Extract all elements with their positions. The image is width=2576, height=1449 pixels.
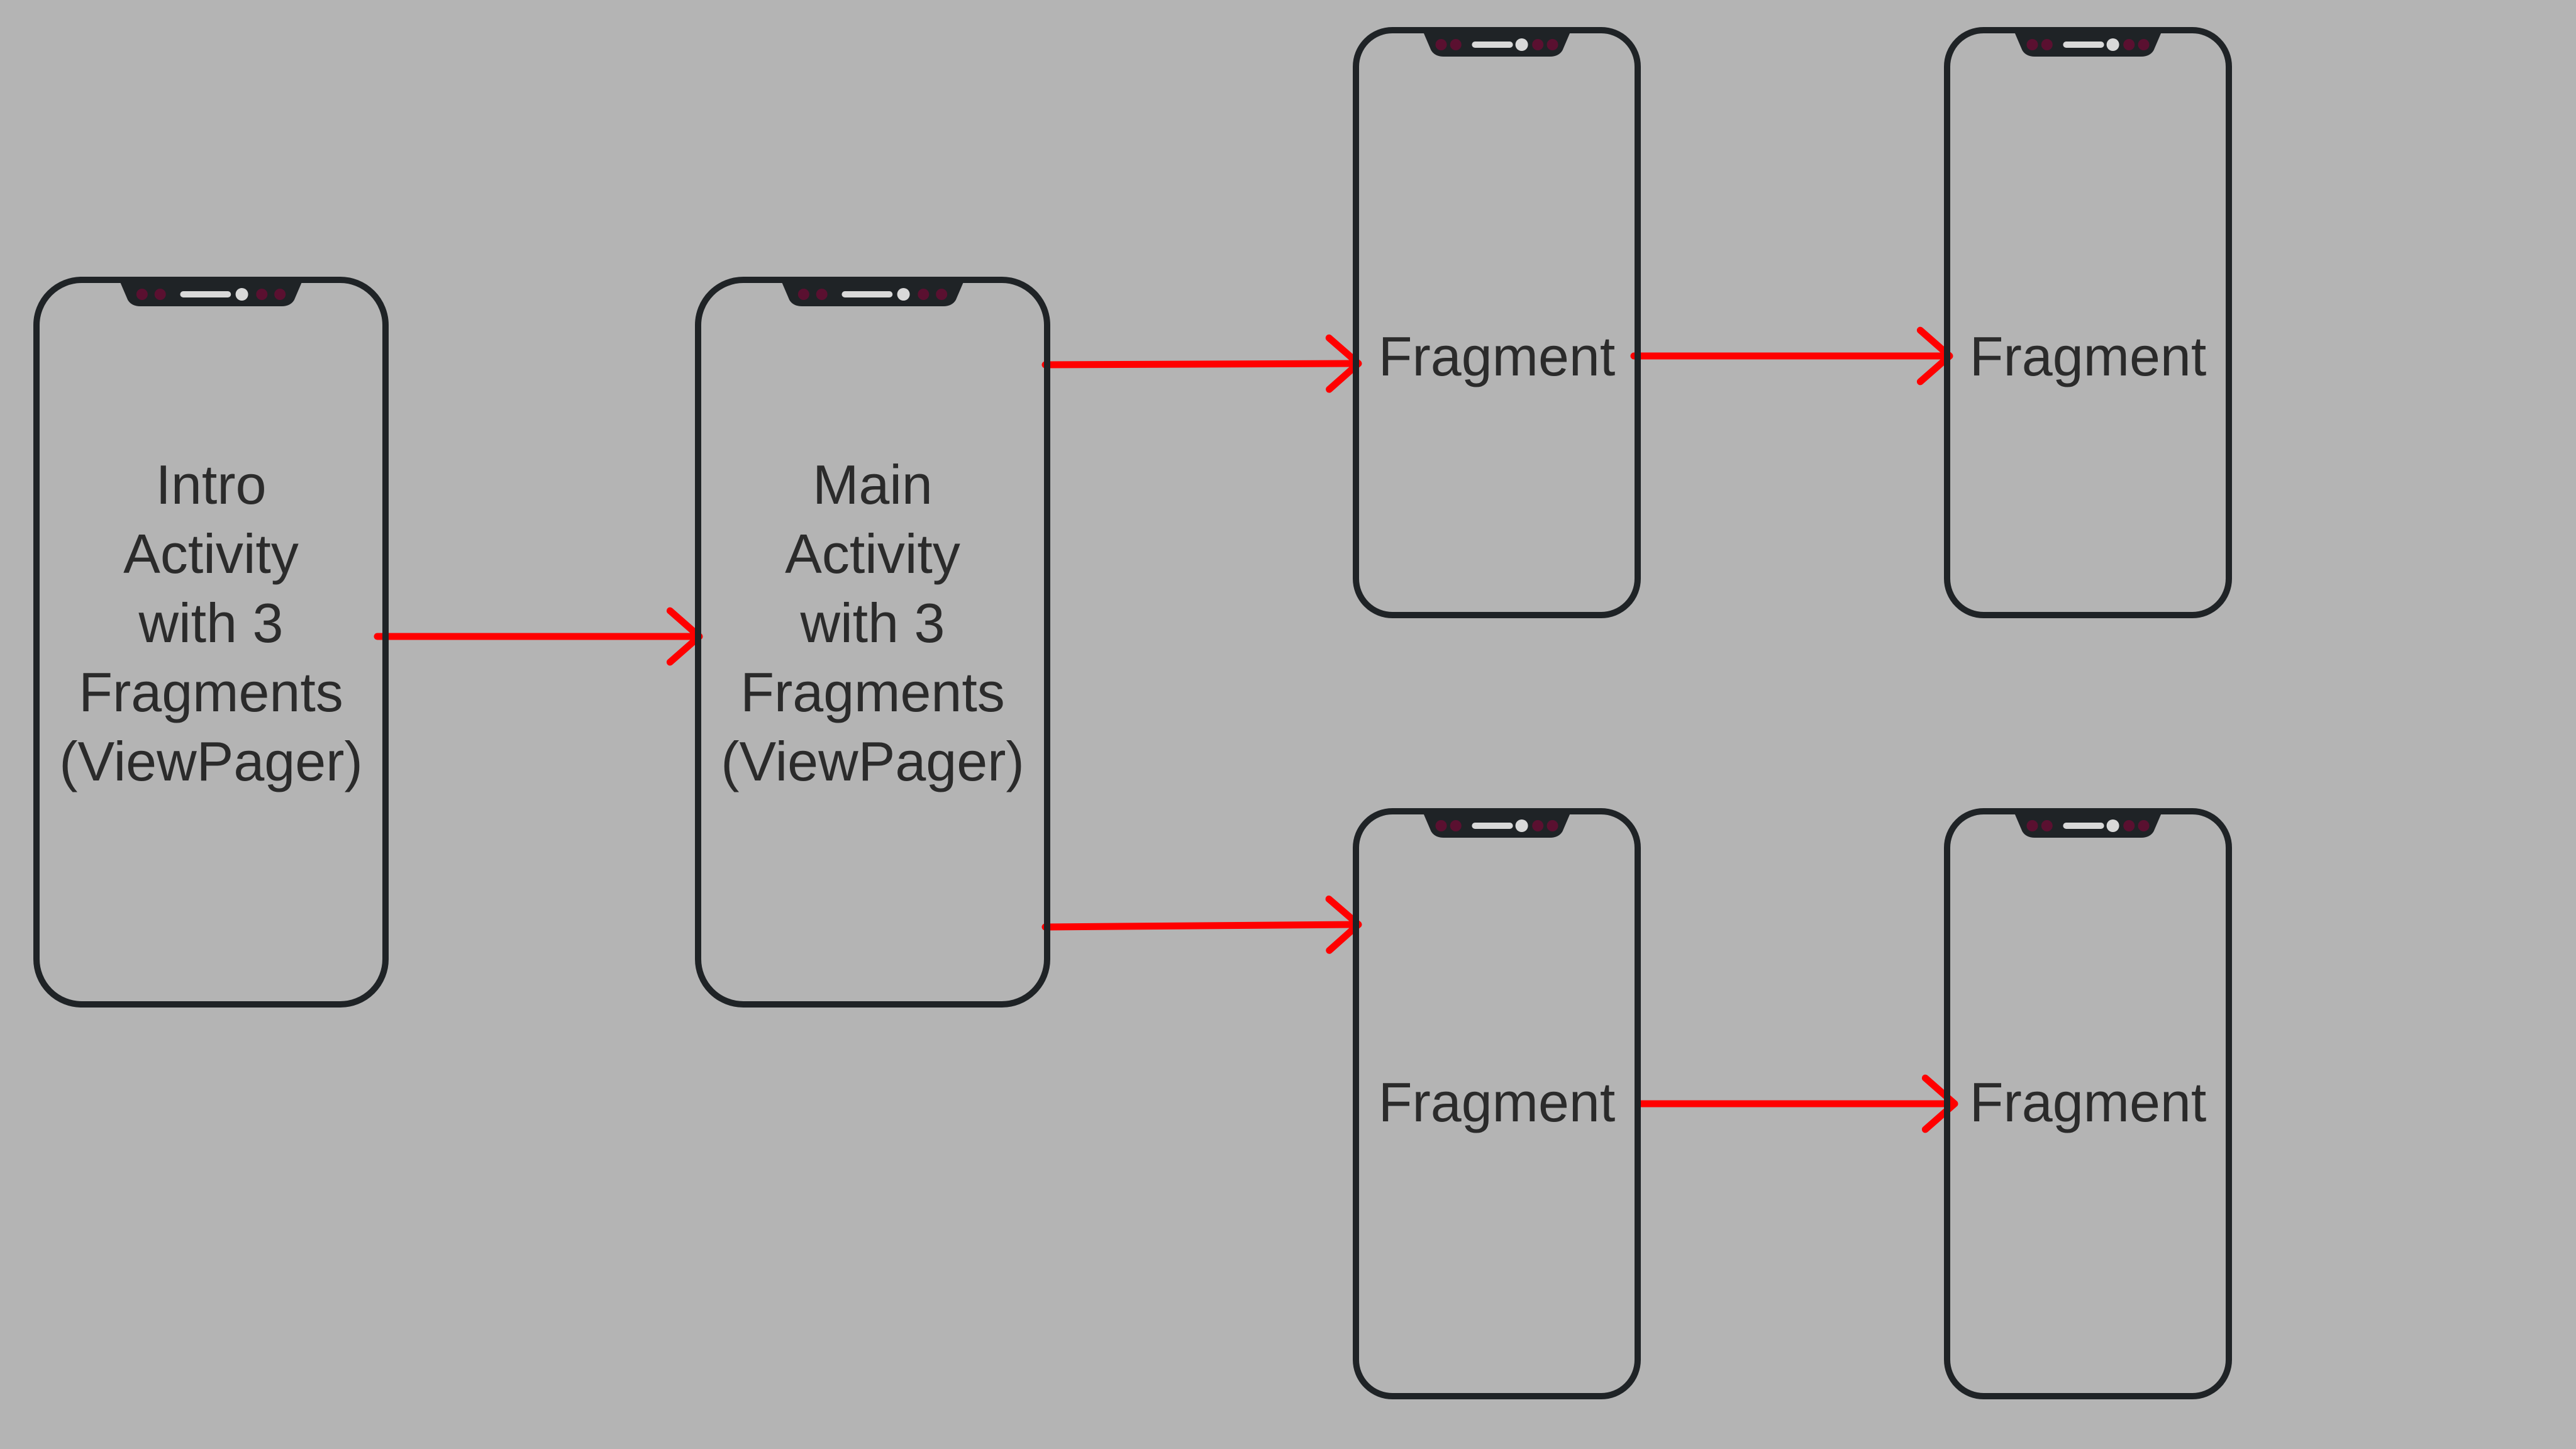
node-label: Fragment (1970, 1071, 2207, 1133)
sensor-dot (816, 289, 828, 300)
arrow-intro-to-main (374, 607, 703, 666)
arrow-shaft (1041, 921, 1358, 931)
node-label-line: Fragment (1379, 1071, 1616, 1133)
sensor-dot (1435, 820, 1447, 831)
camera-dot (1515, 819, 1528, 832)
node-label-line: with 3 (800, 592, 945, 654)
sensor-dot (1450, 39, 1462, 50)
phone-node-frag-top-1: Fragment (1353, 27, 1641, 618)
arrow-main-to-frag-bottom-1 (1041, 895, 1362, 954)
sensor-dot (256, 289, 268, 300)
phone-frame (1944, 27, 2232, 618)
phone-node-frag-bottom-2: Fragment (1944, 808, 2232, 1399)
node-label-line: Fragment (1970, 325, 2207, 387)
node-label: Fragment (1379, 325, 1616, 387)
camera-dot (235, 288, 248, 301)
node-label-line: Fragment (1970, 1071, 2207, 1133)
phone-frame (1944, 808, 2232, 1399)
node-label: Main Activity with 3 Fragments (ViewPager) (721, 453, 1024, 792)
phone-node-intro: Intro Activity with 3 Fragments (ViewPager) (33, 277, 389, 1008)
sensor-dot (2123, 820, 2135, 831)
node-label: Fragment (1970, 325, 2207, 387)
node-label-line: Fragment (1379, 325, 1616, 387)
node-label-line: Activity (785, 523, 960, 585)
speaker-grille (2063, 42, 2104, 48)
node-label-line: Main (813, 453, 933, 516)
arrow-frag-bottom-1-to-frag-bottom-2 (1635, 1074, 1958, 1133)
arrow-shaft (1041, 360, 1358, 369)
phone-frame (33, 277, 389, 1008)
sensor-dot (274, 289, 286, 300)
sensor-dot (2138, 820, 2150, 831)
sensor-dot (918, 289, 930, 300)
speaker-grille (1472, 823, 1513, 829)
sensor-dot (136, 289, 148, 300)
arrow-head (1921, 1074, 1958, 1133)
arrow-main-to-frag-top-1 (1041, 334, 1362, 393)
sensor-dot (2123, 39, 2135, 50)
edges-layer (374, 326, 1958, 1133)
sensor-dot (1532, 820, 1544, 831)
phone-frame (1353, 27, 1641, 618)
phone-frame (1353, 808, 1641, 1399)
arrow-frag-top-1-to-frag-top-2 (1630, 326, 1953, 386)
sensor-dot (1435, 39, 1447, 50)
phone-node-frag-top-2: Fragment (1944, 27, 2232, 618)
node-label-line: Fragments (79, 661, 343, 723)
node-label-line: with 3 (138, 592, 284, 654)
node-label: Fragment (1379, 1071, 1616, 1133)
speaker-grille (841, 291, 893, 297)
phone-node-main: Main Activity with 3 Fragments (ViewPager) (695, 277, 1050, 1008)
camera-dot (2106, 38, 2119, 51)
node-label-line: (ViewPager) (721, 730, 1024, 792)
sensor-dot (1450, 820, 1462, 831)
camera-dot (2106, 819, 2119, 832)
sensor-dot (1546, 39, 1558, 50)
sensor-dot (2138, 39, 2150, 50)
sensor-dot (1546, 820, 1558, 831)
phone-node-frag-bottom-1: Fragment (1353, 808, 1641, 1399)
node-label-line: (ViewPager) (59, 730, 363, 792)
sensor-dot (936, 289, 948, 300)
phone-frame (695, 277, 1050, 1008)
node-label: Intro Activity with 3 Fragments (ViewPager) (59, 453, 363, 792)
sensor-dot (154, 289, 166, 300)
node-label-line: Activity (123, 523, 299, 585)
node-label-line: Fragments (740, 661, 1005, 723)
speaker-grille (2063, 823, 2104, 829)
sensor-dot (2026, 820, 2038, 831)
speaker-grille (180, 291, 231, 297)
speaker-grille (1472, 42, 1513, 48)
sensor-dot (2041, 39, 2053, 50)
camera-dot (1515, 38, 1528, 51)
camera-dot (897, 288, 910, 301)
sensor-dot (1532, 39, 1544, 50)
node-label-line: Intro (155, 453, 266, 516)
nodes-layer: Intro Activity with 3 Fragments (ViewPager)M… (33, 27, 2232, 1399)
sensor-dot (2041, 820, 2053, 831)
sensor-dot (2026, 39, 2038, 50)
sensor-dot (797, 289, 809, 300)
